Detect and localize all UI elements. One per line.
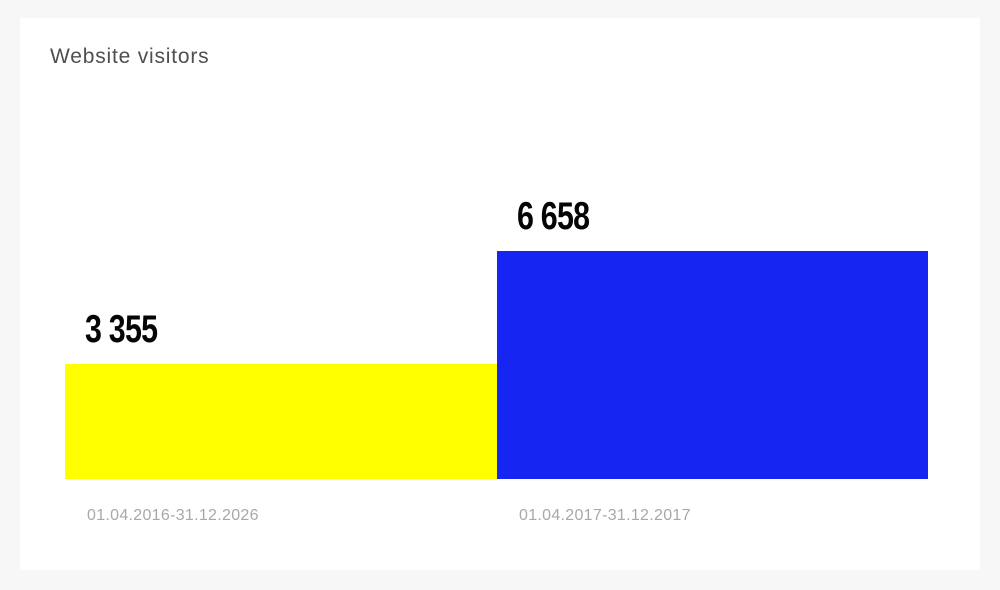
bar-2016[interactable] (65, 364, 497, 479)
bar-2017[interactable] (497, 251, 928, 479)
bar-value-label-2016: 3 355 (85, 308, 158, 351)
chart-title: Website visitors (50, 45, 210, 68)
bar-value-label-2017: 6 658 (517, 195, 590, 238)
bar-group-2017: 6 658 01.04.2017-31.12.2017 (497, 18, 928, 524)
chart-card: Website visitors 3 355 01.04.2016-31.12.… (20, 18, 980, 570)
bar-category-label-2017: 01.04.2017-31.12.2017 (519, 507, 691, 524)
plot-area: 3 355 01.04.2016-31.12.2026 6 658 01.04.… (20, 18, 980, 524)
bar-group-2016: 3 355 01.04.2016-31.12.2026 (65, 18, 497, 524)
bar-category-label-2016: 01.04.2016-31.12.2026 (87, 507, 259, 524)
